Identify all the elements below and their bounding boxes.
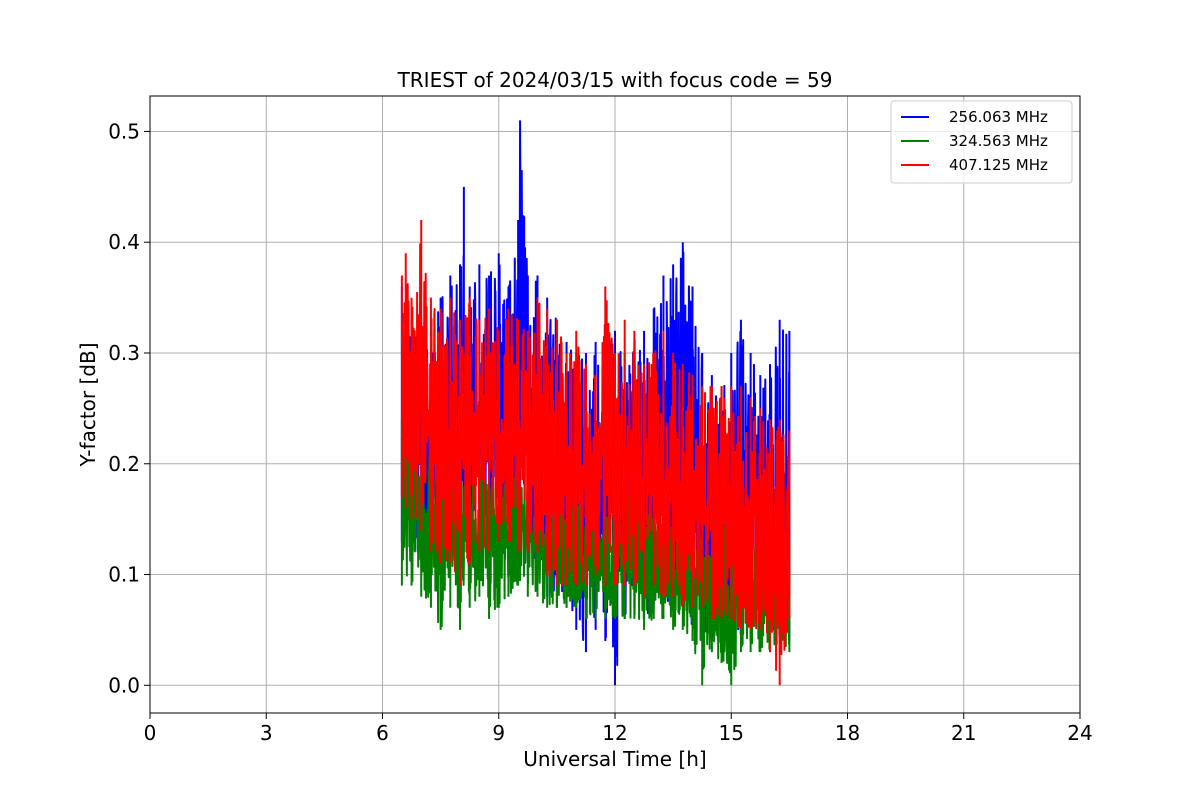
ticks: 0 3 6 9 12 15 18 21 24 0.0 0.1 0.2 0.3 0.4 0.5	[108, 119, 1093, 745]
x-tick-label: 0	[144, 721, 157, 745]
legend: 256.063 MHz 324.563 MHz 407.125 MHz	[890, 100, 1073, 184]
y-tick-label: 0.1	[108, 563, 140, 587]
y-axis-label: Y-factor [dB]	[76, 342, 100, 467]
series-layer	[400, 120, 791, 686]
y-tick-label: 0.3	[108, 341, 140, 365]
x-tick-label: 6	[376, 721, 389, 745]
y-tick-label: 0.5	[108, 119, 140, 143]
y-tick-label: 0.2	[108, 452, 140, 476]
legend-label: 256.063 MHz	[949, 108, 1048, 126]
x-tick-label: 15	[719, 721, 744, 745]
x-tick-label: 3	[260, 721, 273, 745]
legend-box	[890, 100, 1073, 184]
legend-label: 324.563 MHz	[949, 132, 1048, 150]
x-tick-label: 12	[602, 721, 627, 745]
chart-title: TRIEST of 2024/03/15 with focus code = 5…	[397, 68, 833, 92]
series-line-3	[400, 220, 791, 686]
x-tick-label: 9	[492, 721, 505, 745]
y-tick-label: 0.0	[108, 673, 140, 697]
x-tick-label: 21	[951, 721, 976, 745]
legend-label: 407.125 MHz	[949, 156, 1048, 174]
x-tick-label: 24	[1067, 721, 1092, 745]
y-tick-label: 0.4	[108, 230, 140, 254]
x-tick-label: 18	[835, 721, 860, 745]
x-axis-label: Universal Time [h]	[523, 747, 706, 771]
